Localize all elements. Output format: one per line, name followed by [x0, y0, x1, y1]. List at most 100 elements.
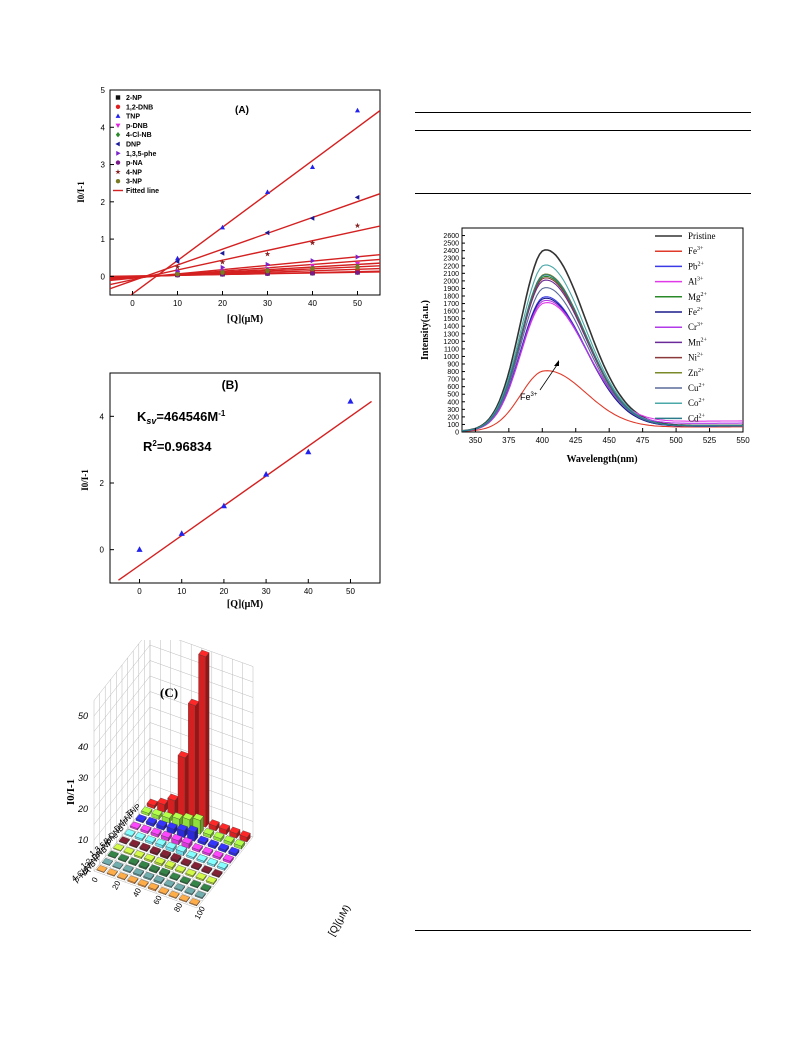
bar-top-face [190, 861, 202, 869]
bar-top-face [135, 814, 147, 822]
bar-tnp-100 [239, 830, 251, 843]
floor-grid-line [99, 863, 203, 902]
spectrum-line-cd2 [462, 274, 743, 432]
x-tick-label: 50 [353, 299, 362, 308]
y-tick-label: 1200 [443, 339, 459, 346]
legend-label: Fe2+ [688, 307, 704, 317]
bar-top-face [169, 872, 181, 880]
bar-top-face [153, 875, 165, 883]
bar-top-face [138, 860, 150, 868]
ksv-sub: sv [146, 416, 157, 426]
bar-3-np-80 [179, 876, 191, 885]
y-axis-label: I0/I-1 [76, 181, 86, 203]
spectrum-line-fe2 [462, 297, 743, 432]
bar-top-face [118, 836, 130, 844]
bar-top-face [158, 886, 170, 895]
bar-3-np-90 [190, 879, 202, 889]
bar-1-2-dnb-80 [185, 868, 197, 878]
floor-grid-line [105, 856, 209, 895]
legend-label: Co2+ [688, 398, 706, 408]
bar-top-face [222, 854, 234, 862]
bar-p-na-40 [127, 875, 139, 885]
bar-top-face [195, 872, 207, 880]
x-axis-label: Wavelength(nm) [566, 454, 637, 465]
x-tick-label: 10 [173, 299, 182, 308]
bar-top-face [200, 883, 212, 891]
bar-top-face [188, 698, 200, 707]
table-rule-top [415, 112, 751, 113]
x-tick-label: 0 [130, 299, 135, 308]
x-tick-label: 450 [603, 436, 617, 445]
bar-p-na-20 [106, 868, 118, 877]
bar-top-face [178, 894, 190, 902]
legend-marker-tnp [115, 113, 121, 118]
bar-4-np-80 [213, 831, 225, 843]
y-tick-label: 800 [447, 369, 459, 376]
bar-top-face [218, 823, 230, 831]
point-dnp-40 [309, 215, 315, 221]
point-1-3-5-phe-40 [310, 258, 316, 264]
bar-top-face [190, 879, 202, 888]
point-p-na-40 [310, 271, 315, 276]
bar-4-cl-nb-90 [184, 886, 196, 896]
bar-tnp-90 [229, 826, 241, 839]
bar-p-na-70 [158, 886, 170, 896]
point-30 [263, 470, 270, 477]
y-tick-label: 5 [101, 86, 106, 95]
bar-top-face [157, 797, 169, 805]
legend-label: 1,3,5-phe [126, 151, 156, 158]
r2-sup: 2 [152, 439, 157, 448]
legend-label: Zn2+ [688, 368, 705, 378]
bar-side-face [185, 753, 189, 821]
bar-top-face [107, 850, 119, 858]
fit-line-2 [110, 193, 380, 290]
bar-4-np-10 [141, 806, 153, 817]
wall-grid-line [93, 706, 254, 779]
r2-value: =0.96834 [157, 439, 212, 454]
bar-top-face [168, 890, 180, 898]
bar-top-face [141, 806, 153, 814]
point-10 [178, 530, 185, 536]
floor-grid-line [93, 870, 198, 909]
spectrum-line-cr3 [462, 299, 743, 432]
bar-4-np-30 [161, 811, 173, 824]
bar-top-face [189, 898, 201, 906]
bar-top-face [175, 865, 187, 873]
bar-top-face [198, 649, 210, 658]
bar-top-face [186, 850, 198, 858]
bar-p-dnb-20 [140, 824, 152, 835]
y-axis-label: Intensity(a.u.) [420, 300, 431, 360]
ksv-sup: -1 [218, 409, 226, 418]
point-3-np-10 [175, 271, 180, 277]
bar-p-na-60 [147, 882, 159, 892]
y-tick-label: 1400 [443, 324, 459, 331]
bar-top-face [170, 853, 182, 861]
bar-1-3-5-phe-60 [175, 844, 187, 857]
bar-1-2-dnb-50 [154, 857, 166, 867]
bar-1-3-5-phe-50 [165, 841, 177, 853]
bar-2-np-40 [149, 846, 161, 856]
bar-top-face [160, 849, 172, 857]
y-tick-label: 0 [101, 272, 106, 281]
r2-annotation: R2=0.96834 [143, 439, 212, 454]
bar-p-dnb-60 [181, 836, 193, 850]
x-tick-label: 40 [304, 587, 313, 596]
bar-p-na-80 [168, 890, 180, 900]
bar-top-face [154, 857, 166, 865]
bar-tnp-70 [208, 819, 220, 832]
bar-dnp-10 [135, 814, 147, 824]
legend-label: 4-NP [126, 169, 142, 176]
y-tick-label: 1800 [443, 294, 459, 301]
fit-line [118, 400, 372, 581]
bar-front-face [177, 755, 186, 821]
x-tick-label: 30 [263, 299, 272, 308]
legend-label: Mg2+ [688, 292, 708, 302]
bar-dnp-30 [156, 819, 168, 831]
y-tick-label: 200 [447, 414, 459, 421]
legend-label: Fe3+ [688, 246, 704, 256]
bar-top-face [233, 839, 245, 847]
plot-frame [109, 89, 381, 296]
point-50 [347, 397, 354, 404]
point-dnp-50 [354, 194, 360, 200]
